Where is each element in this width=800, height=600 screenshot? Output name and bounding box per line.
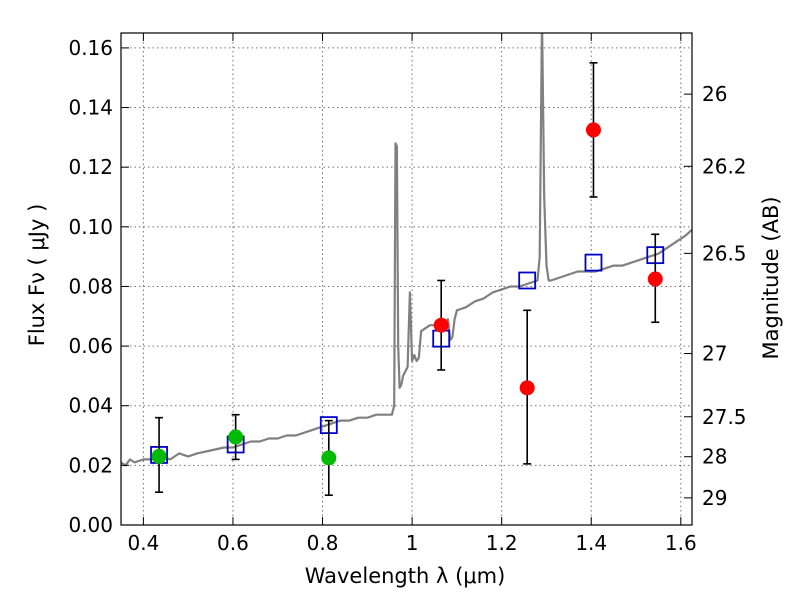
magnitude-tick-label: 26 xyxy=(702,82,727,106)
green-data-point xyxy=(228,429,244,445)
magnitude-tick-label: 27 xyxy=(702,342,727,366)
x-tick-label: 0.4 xyxy=(127,531,159,555)
x-tick-label: 1 xyxy=(406,531,419,555)
model-square-marker xyxy=(584,253,603,272)
y-axis-label-left: Flux Fν ( μJy ) xyxy=(25,204,49,347)
x-tick-label: 1.2 xyxy=(486,531,518,555)
magnitude-tick-label: 28 xyxy=(702,445,727,469)
y-tick-label: 0.14 xyxy=(68,96,113,120)
spectrum-line xyxy=(121,33,692,467)
x-tick-label: 1.4 xyxy=(575,531,607,555)
magnitude-tick-label: 26.2 xyxy=(702,154,747,178)
red-data-point xyxy=(647,271,663,287)
y-tick-label: 0.06 xyxy=(68,334,113,358)
model-square-marker xyxy=(518,271,537,290)
red-data-point xyxy=(433,317,449,333)
x-tick-label: 0.8 xyxy=(307,531,339,555)
y-axis-label-right: Magnitude (AB) xyxy=(759,196,783,359)
y-tick-label: 0.08 xyxy=(68,274,113,298)
y-tick-label: 0.04 xyxy=(68,394,113,418)
axes-frame xyxy=(120,32,693,526)
ticks: 0.4 0.6 0.8 1 1.2 1.4 1.6 0.00 0.02 0.04 0.06 0.08 0… xyxy=(68,33,747,555)
y-tick-label: 0.00 xyxy=(68,513,113,537)
magnitude-tick-label: 29 xyxy=(702,486,727,510)
red-data-point xyxy=(519,380,535,396)
magnitude-tick-label: 26.5 xyxy=(702,241,747,265)
red-data-point xyxy=(585,122,601,138)
green-data-point xyxy=(151,448,167,464)
x-tick-label: 0.6 xyxy=(217,531,249,555)
y-tick-label: 0.10 xyxy=(68,215,113,239)
x-axis-label: Wavelength λ (μm) xyxy=(305,564,506,588)
y-tick-label: 0.16 xyxy=(68,36,113,60)
y-tick-label: 0.02 xyxy=(68,453,113,477)
magnitude-tick-label: 27.5 xyxy=(702,405,747,429)
green-data-point xyxy=(321,450,337,466)
plot-area xyxy=(121,33,692,496)
x-tick-label: 1.6 xyxy=(665,531,697,555)
y-tick-label: 0.12 xyxy=(68,155,113,179)
